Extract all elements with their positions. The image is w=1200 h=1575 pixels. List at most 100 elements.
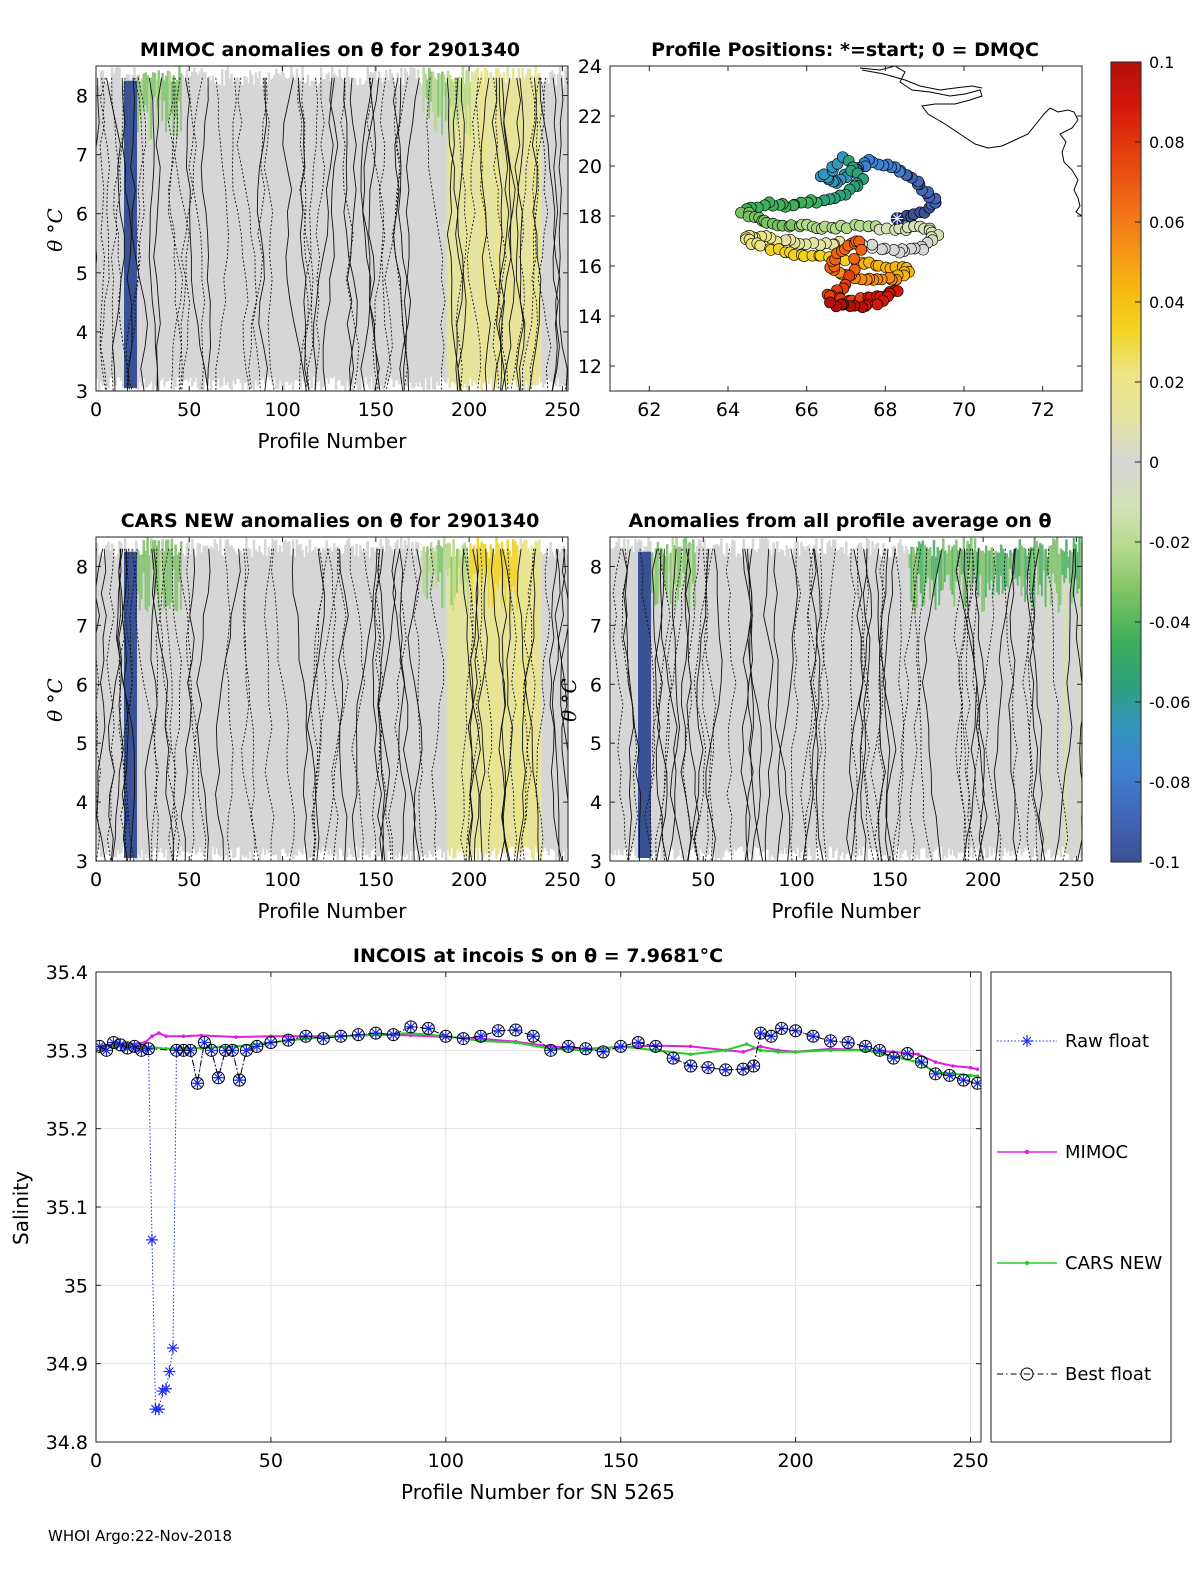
best-float-circle xyxy=(666,1051,680,1065)
heatmap-column xyxy=(168,548,172,859)
contour-line xyxy=(529,77,545,391)
heatmap-column xyxy=(364,80,368,377)
heatmap-patch xyxy=(437,73,440,118)
heatmap-column xyxy=(1074,544,1078,857)
contour-line xyxy=(343,77,358,391)
heatmap-column xyxy=(940,553,943,847)
heatmap-patch xyxy=(463,542,466,601)
heatmap-patch xyxy=(1052,538,1055,574)
cars-ylabel: θ °C xyxy=(43,678,67,722)
heatmap-column xyxy=(170,81,174,381)
track-point xyxy=(871,298,884,311)
heatmap-column xyxy=(217,551,220,855)
raw-float-star xyxy=(369,1027,382,1040)
heatmap-column xyxy=(515,82,519,387)
heatmap-column xyxy=(820,537,824,859)
heatmap-column xyxy=(166,70,170,382)
heatmap-patch xyxy=(919,543,923,594)
heatmap-column xyxy=(884,548,887,856)
heatmap-column xyxy=(725,542,729,849)
best-float-circle xyxy=(943,1068,957,1082)
x-tick-label: 200 xyxy=(965,869,1001,891)
heatmap-column xyxy=(375,546,379,857)
raw-float-star xyxy=(632,1036,645,1049)
heatmap-column xyxy=(118,67,121,378)
heatmap-column xyxy=(671,537,675,850)
heatmap-patch xyxy=(463,83,466,109)
heatmap-patch xyxy=(958,547,962,586)
heatmap-patch xyxy=(938,550,941,606)
series-dot xyxy=(164,1034,168,1039)
heatmap-column xyxy=(401,84,405,384)
heatmap-column xyxy=(446,70,450,379)
heatmap-column xyxy=(545,548,549,851)
heatmap-column xyxy=(764,537,768,850)
allavg-heatmap-field xyxy=(610,537,1082,861)
heatmap-patch xyxy=(934,556,938,610)
heatmap-column xyxy=(172,75,175,390)
heatmap-patch xyxy=(172,555,175,569)
heatmap-column xyxy=(271,538,274,856)
heatmap-column xyxy=(846,556,850,853)
heatmap-column xyxy=(120,84,123,381)
heatmap-column xyxy=(159,79,162,381)
heatmap-patch xyxy=(1022,547,1025,587)
heatmap-patch xyxy=(497,543,500,588)
series-dot xyxy=(933,1060,938,1064)
heatmap-patch xyxy=(155,79,159,130)
heatmap-column xyxy=(566,554,568,849)
heatmap-patch xyxy=(1076,552,1079,594)
heatmap-column xyxy=(738,553,742,848)
x-tick-label: 50 xyxy=(259,1450,283,1472)
heatmap-column xyxy=(500,541,504,852)
heatmap-column xyxy=(437,540,440,847)
heatmap-patch xyxy=(981,550,984,612)
heatmap-patch xyxy=(1003,554,1007,590)
heatmap-patch xyxy=(469,543,472,579)
heatmap-column xyxy=(828,540,831,847)
heatmap-column xyxy=(519,538,522,855)
heatmap-column xyxy=(181,552,185,852)
heatmap-column xyxy=(211,75,215,381)
heatmap-column xyxy=(357,85,360,391)
heatmap-column xyxy=(439,545,442,850)
heatmap-patch xyxy=(664,556,667,588)
heatmap-column xyxy=(710,551,714,856)
heatmap-patch xyxy=(157,70,161,109)
heatmap-column xyxy=(444,544,448,861)
heatmap-column xyxy=(193,554,196,849)
series-dot xyxy=(199,1033,203,1038)
contour-line xyxy=(120,548,133,861)
heatmap-column xyxy=(708,548,712,848)
heatmap-patch xyxy=(485,551,489,570)
heatmap-column xyxy=(144,550,147,855)
contour-line xyxy=(96,77,100,272)
heatmap-column xyxy=(742,538,745,852)
heatmap-column xyxy=(556,551,560,857)
colorbar-tick-label: 0.06 xyxy=(1149,213,1185,232)
heatmap-column xyxy=(958,547,962,853)
contour-line xyxy=(514,77,526,391)
contour-line xyxy=(539,77,568,391)
heatmap-column xyxy=(824,554,828,856)
heatmap-patch xyxy=(943,550,947,583)
heatmap-column xyxy=(994,550,997,854)
heatmap-column xyxy=(809,556,813,856)
heatmap-patch xyxy=(179,541,183,610)
contour-line xyxy=(963,548,978,861)
heatmap-column xyxy=(543,553,547,848)
series-dot xyxy=(723,1048,728,1053)
contour-line xyxy=(740,548,753,861)
contour-line xyxy=(110,77,126,391)
heatmap-column xyxy=(1005,553,1008,853)
heatmap-patch xyxy=(493,553,496,605)
heatmap-patch xyxy=(669,552,673,604)
x-tick-label: 64 xyxy=(716,399,740,421)
heatmap-column xyxy=(163,80,166,387)
heatmap-column xyxy=(504,554,508,847)
heatmap-column xyxy=(137,550,140,855)
contour-line xyxy=(232,77,251,391)
heatmap-patch xyxy=(1029,547,1033,604)
heatmap-column xyxy=(636,542,639,859)
contour-line xyxy=(426,77,446,391)
